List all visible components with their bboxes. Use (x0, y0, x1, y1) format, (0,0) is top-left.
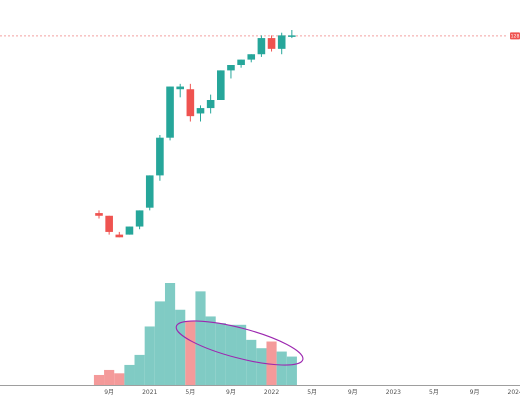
x-tick-label: 9月 (348, 389, 358, 396)
candle-body (105, 215, 113, 232)
candle-body (217, 70, 225, 100)
candle-body (166, 86, 174, 138)
volume-bar (276, 351, 287, 385)
candle-body (95, 213, 103, 216)
volume-bar (114, 373, 125, 385)
candle-body (156, 137, 164, 176)
volume-bar (175, 309, 186, 385)
volume-bar (164, 283, 176, 385)
x-tick-label: 9月 (226, 389, 236, 396)
candle-body (257, 38, 266, 55)
volume-bar (205, 316, 216, 385)
x-tick-label: 2024 (508, 389, 520, 396)
volume-bar (236, 324, 247, 385)
candle-body (206, 100, 215, 109)
volume-bar (246, 339, 257, 385)
x-tick-label: 2021 (142, 389, 157, 396)
candle-body (277, 35, 286, 49)
volume-bar (93, 374, 105, 385)
volume-bar (286, 356, 297, 385)
volume-bar (256, 348, 267, 385)
candle-body (237, 59, 245, 65)
x-tick-label: 5月 (185, 389, 195, 396)
volume-bar (124, 364, 135, 385)
volume-bar (134, 354, 145, 385)
volume-bar (225, 324, 237, 385)
candle-body (186, 89, 195, 117)
candle-body (247, 54, 256, 60)
last-price-label: 128 (511, 34, 520, 40)
volume-bar (154, 301, 165, 385)
volume-bar (185, 321, 196, 385)
candle-body (145, 175, 154, 208)
x-tick-label: 5月 (307, 389, 317, 396)
candle-body (267, 38, 276, 49)
volume-bar (195, 291, 206, 385)
volume-trend-ellipse (175, 320, 304, 366)
last-price-tag (510, 32, 520, 40)
volume-bar (266, 341, 277, 385)
x-tick-label: 2022 (264, 389, 279, 396)
x-tick-label: 5月 (429, 389, 439, 396)
volume-bar (215, 323, 226, 385)
volume-bar (104, 369, 115, 385)
candle-body (125, 226, 134, 235)
candle-body (227, 65, 235, 71)
candle-body (196, 108, 205, 114)
candle-body (115, 234, 124, 238)
candle-body (135, 210, 144, 227)
x-tick-label: 9月 (104, 389, 114, 396)
candle-body (288, 35, 296, 37)
candle-body (176, 86, 184, 90)
volume-bar (144, 326, 155, 385)
x-tick-label: 9月 (470, 389, 480, 396)
x-tick-label: 2023 (386, 389, 401, 396)
